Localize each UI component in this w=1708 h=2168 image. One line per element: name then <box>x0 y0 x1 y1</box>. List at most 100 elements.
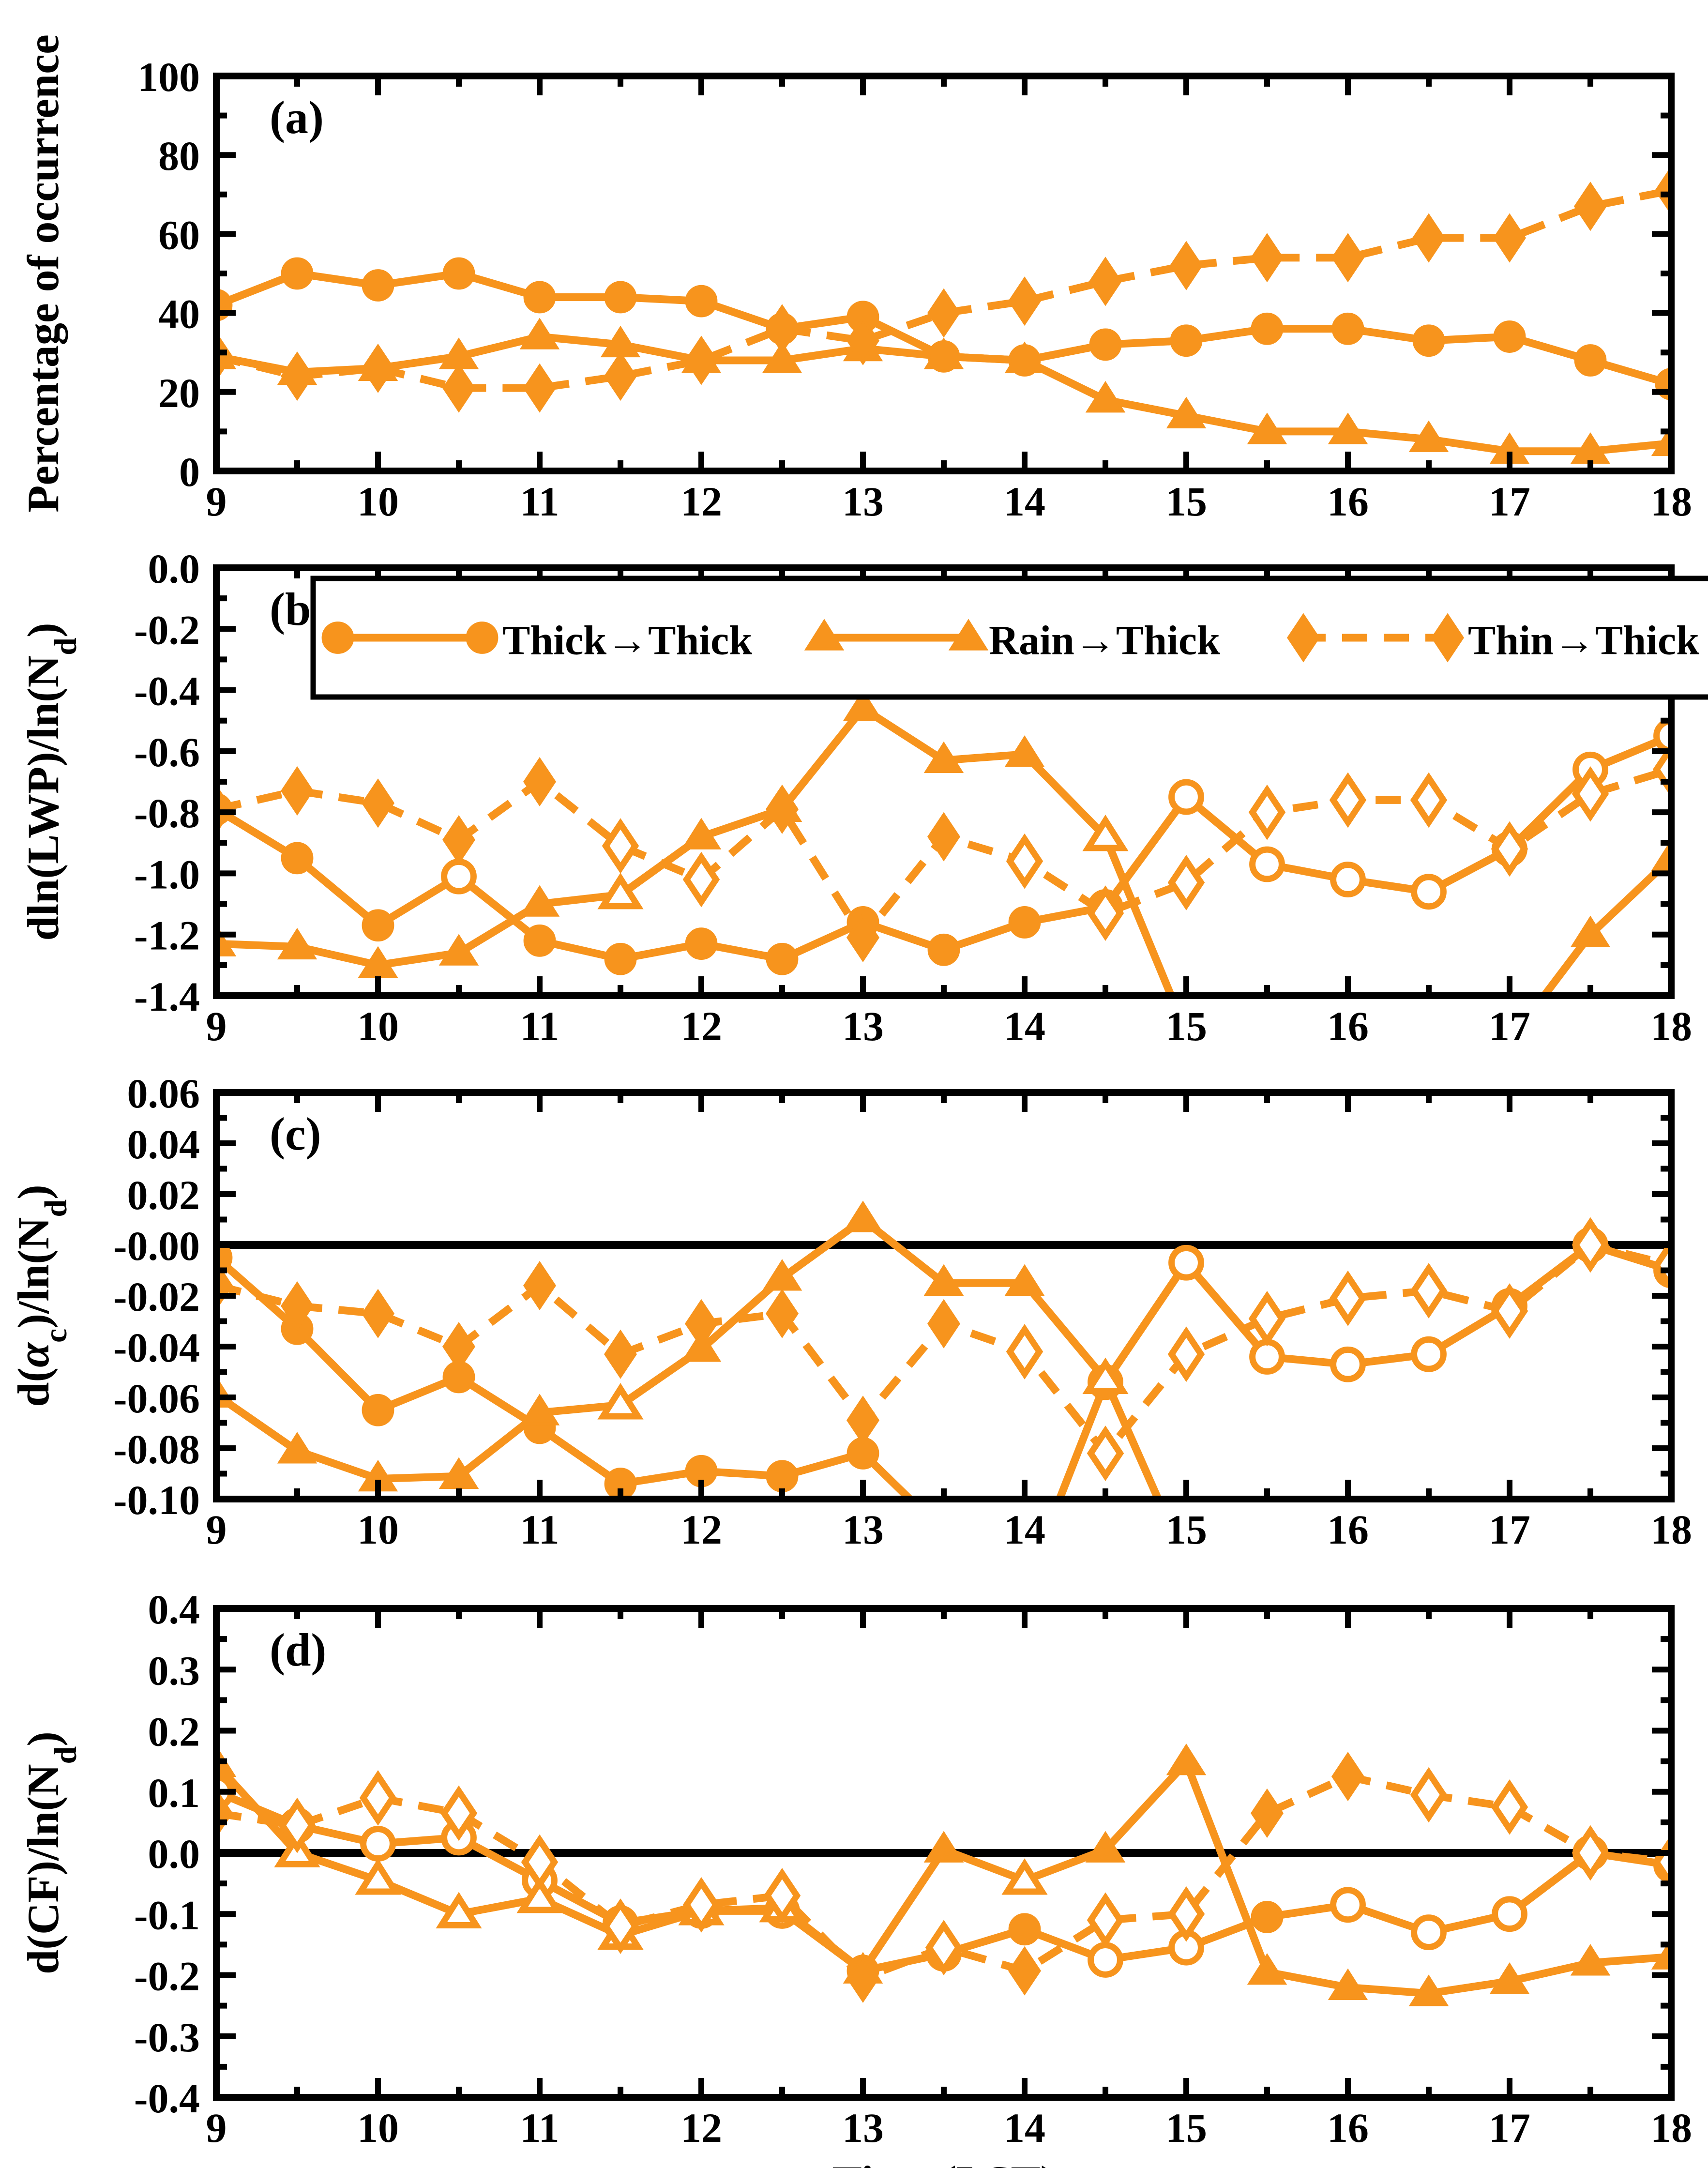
diamond-marker <box>442 815 476 864</box>
x-tick-label: 13 <box>842 2105 884 2151</box>
triangle-marker <box>923 337 964 369</box>
x-tick-label: 14 <box>1004 2105 1045 2151</box>
diamond-marker <box>523 1260 557 1311</box>
y-tick-label: -0.00 <box>113 1223 200 1269</box>
diamond-marker <box>1491 1779 1528 1835</box>
y-tick-label: 0.06 <box>127 1070 200 1117</box>
diamond-marker <box>280 1281 314 1331</box>
circle-marker <box>362 909 394 942</box>
y-tick-label: -0.08 <box>113 1426 200 1472</box>
diamond-marker <box>604 351 637 401</box>
x-tick-label: 16 <box>1327 2105 1369 2151</box>
x-tick-label: 15 <box>1165 478 1207 518</box>
y-tick-label: 40 <box>158 291 200 337</box>
diamond-marker <box>763 1868 801 1924</box>
circle-marker <box>360 1826 396 1862</box>
diamond-marker <box>1491 821 1528 877</box>
diamond-marker <box>1169 241 1203 290</box>
triangle-marker <box>804 619 845 651</box>
diamond-marker <box>604 1329 637 1379</box>
y-tick-label: 0.2 <box>148 1709 200 1755</box>
x-tick-label: 18 <box>1650 478 1692 518</box>
circle-marker <box>523 281 556 314</box>
panel-label: (d) <box>270 1624 326 1676</box>
circle-marker <box>685 927 718 960</box>
diamond-marker <box>1087 1892 1124 1948</box>
x-tick-label: 16 <box>1327 1003 1369 1041</box>
legend-label-2: Rain→Thick <box>989 617 1220 664</box>
triangle-marker <box>355 1858 401 1895</box>
legend-box <box>310 576 1708 700</box>
y-axis-title: d(αc)/ln(Nd) <box>9 1184 74 1407</box>
circle-marker <box>604 942 637 975</box>
x-tick-label: 12 <box>680 478 722 518</box>
x-tick-label: 17 <box>1489 2105 1530 2151</box>
circle-marker <box>1330 1887 1366 1923</box>
x-tick-label: 9 <box>206 1506 227 1553</box>
x-tick-label: 14 <box>1004 478 1045 518</box>
diamond-marker <box>359 1770 397 1826</box>
circle-marker <box>281 257 314 290</box>
chart-svg-d: 9 10 11 12 13 14 15 16 17 18 0.4 0.3 0.2 0.1 0.0 -0.1 -0… <box>18 1586 1692 2168</box>
x-tick-label: 17 <box>1489 1506 1530 1553</box>
triangle-marker <box>438 1457 479 1489</box>
diamond-marker <box>684 335 718 385</box>
x-tick-label: 10 <box>357 478 399 518</box>
y-tick-label: -0.2 <box>134 606 200 653</box>
triangle-marker <box>1001 1858 1048 1895</box>
circle-marker <box>1493 320 1526 353</box>
diamond-marker <box>1410 1767 1448 1823</box>
circle-marker <box>929 1517 959 1547</box>
chart-svg-b: 9 10 11 12 13 14 15 16 17 18 0.0 -0.2 -0.4 -0.6 -0.8 -1… <box>18 546 1708 1041</box>
diamond-marker <box>361 1289 395 1338</box>
x-tick-label: 14 <box>1004 1506 1045 1553</box>
legend-label-1: Thick→Thick <box>502 617 752 664</box>
circle-marker <box>1331 312 1364 345</box>
y-tick-label: -0.4 <box>134 668 200 714</box>
svg-text:Percentage of occurrence: Percentage of occurrence <box>18 34 68 513</box>
diamond-marker <box>1572 1217 1609 1273</box>
circle-marker <box>362 1394 394 1426</box>
diamond-marker <box>846 316 880 365</box>
diamond-marker <box>1250 1788 1284 1838</box>
y-tick-label: 80 <box>158 133 200 179</box>
triangle-marker <box>519 1394 560 1425</box>
triangle-marker <box>1651 1938 1671 1970</box>
circle-marker <box>1170 324 1203 357</box>
y-tick-label: -0.6 <box>134 729 200 775</box>
x-tick-label: 12 <box>680 1506 722 1553</box>
triangle-marker <box>1004 735 1045 767</box>
x-tick-label: 11 <box>520 1506 559 1553</box>
circle-marker <box>441 858 477 894</box>
circle-marker <box>362 269 394 302</box>
y-tick-label: -0.4 <box>134 2075 200 2122</box>
circle-marker <box>766 1460 799 1493</box>
diamond-marker <box>521 1834 559 1890</box>
y-tick-label: -1.4 <box>134 973 200 1020</box>
x-tick-label: 9 <box>206 2105 227 2151</box>
diamond-marker <box>846 1395 880 1445</box>
triangle-marker <box>436 1892 482 1928</box>
diamond-marker <box>1410 772 1448 828</box>
diamond-marker <box>684 1299 718 1349</box>
diamond-marker <box>216 332 233 381</box>
diamond-marker <box>927 812 961 862</box>
y-tick-label: 100 <box>137 54 200 100</box>
y-tick-label: 0.0 <box>148 1831 200 1877</box>
diamond-marker <box>1167 1886 1205 1942</box>
triangle-marker <box>597 1383 644 1420</box>
triangle-marker <box>843 1200 883 1232</box>
diamond-marker <box>682 851 720 908</box>
chart-panel-d: 9 10 11 12 13 14 15 16 17 18 0.4 0.3 0.2 0.1 0.0 -0.1 -0… <box>0 1556 1708 2168</box>
circle-marker <box>604 281 637 314</box>
diamond-marker <box>927 288 961 338</box>
diamond-marker <box>523 757 557 807</box>
diamond-marker <box>1087 885 1124 941</box>
x-axis-title: Time (LST) <box>832 2157 1056 2168</box>
circle-marker <box>1492 1896 1527 1932</box>
circle-marker <box>1411 874 1447 910</box>
triangle-marker <box>1651 839 1671 871</box>
y-tick-label: 0.0 <box>148 546 200 592</box>
diamond-marker <box>361 343 395 393</box>
